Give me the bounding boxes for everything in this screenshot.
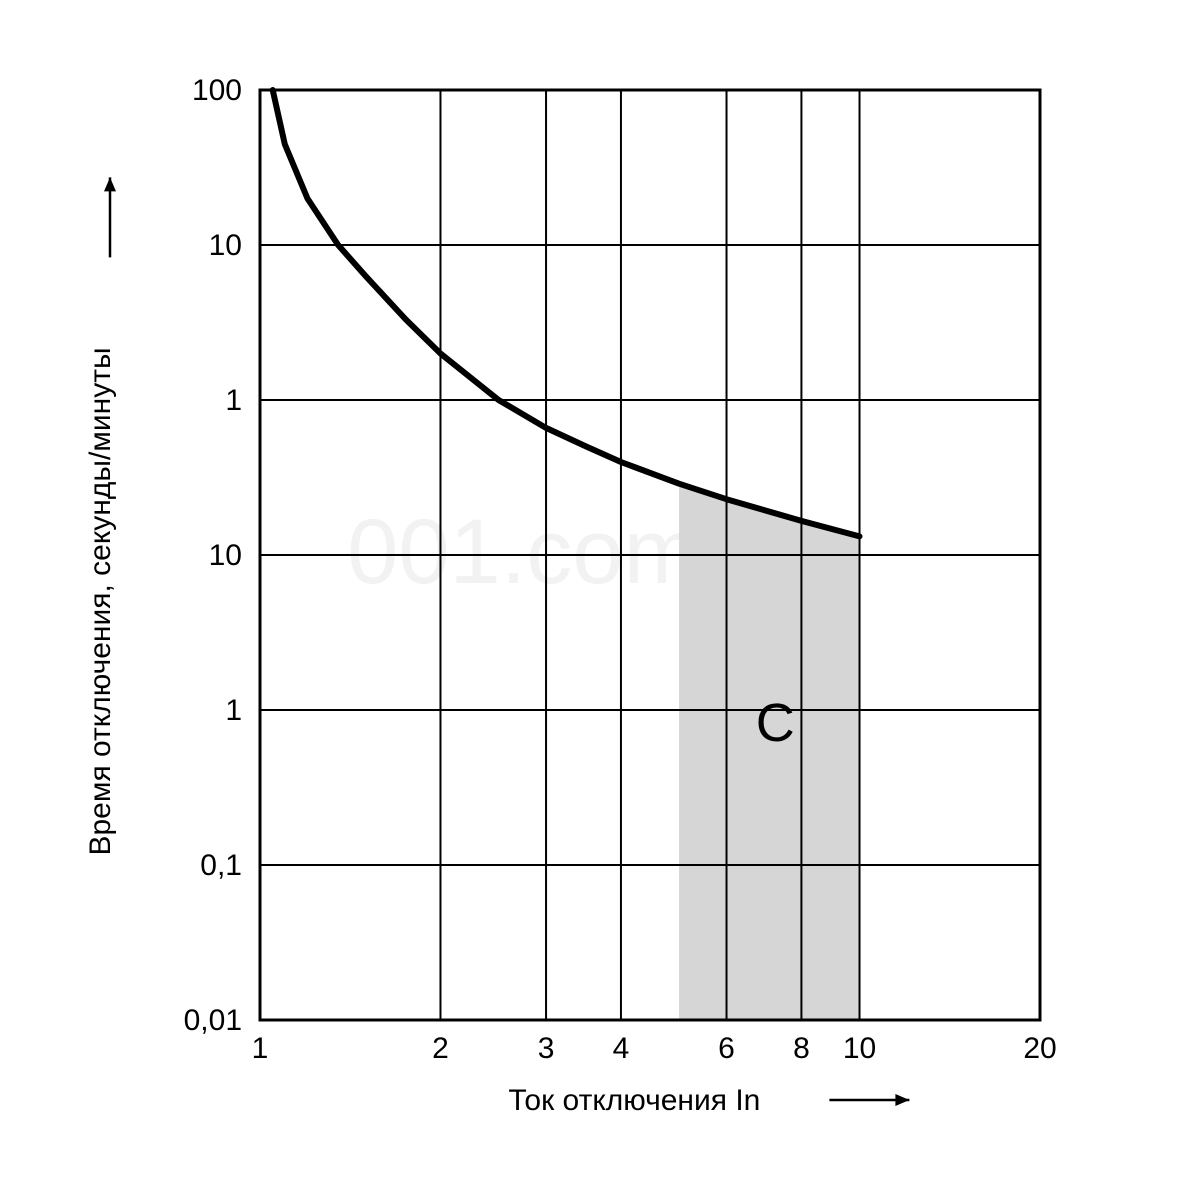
y-tick-label: 100 [192, 74, 242, 107]
y-axis-label: Время отключения, секунды/минуты [84, 347, 117, 855]
x-tick-label: 2 [432, 1032, 449, 1065]
y-tick-label: 1 [225, 694, 242, 727]
x-tick-label: 8 [793, 1032, 810, 1065]
y-tick-label: 0,1 [200, 849, 242, 882]
y-tick-label: 1 [225, 384, 242, 417]
y-axis-arrowhead [104, 177, 116, 191]
x-tick-label: 3 [538, 1032, 555, 1065]
zone-c-label: C [756, 693, 795, 753]
x-tick-label: 1 [252, 1032, 269, 1065]
y-tick-label: 10 [209, 229, 242, 262]
x-tick-label: 20 [1023, 1032, 1056, 1065]
x-axis-label: Ток отключения In [508, 1084, 760, 1117]
x-tick-label: 10 [843, 1032, 876, 1065]
y-tick-label: 10 [209, 539, 242, 572]
x-tick-label: 4 [613, 1032, 630, 1065]
y-tick-label: 0,01 [184, 1004, 242, 1037]
trip-curve-chart: 001.com.uaC12346810200,010,1110110100Ток… [0, 0, 1200, 1200]
x-axis-arrowhead [895, 1094, 909, 1106]
trip-curve [273, 90, 860, 536]
x-tick-label: 6 [718, 1032, 735, 1065]
